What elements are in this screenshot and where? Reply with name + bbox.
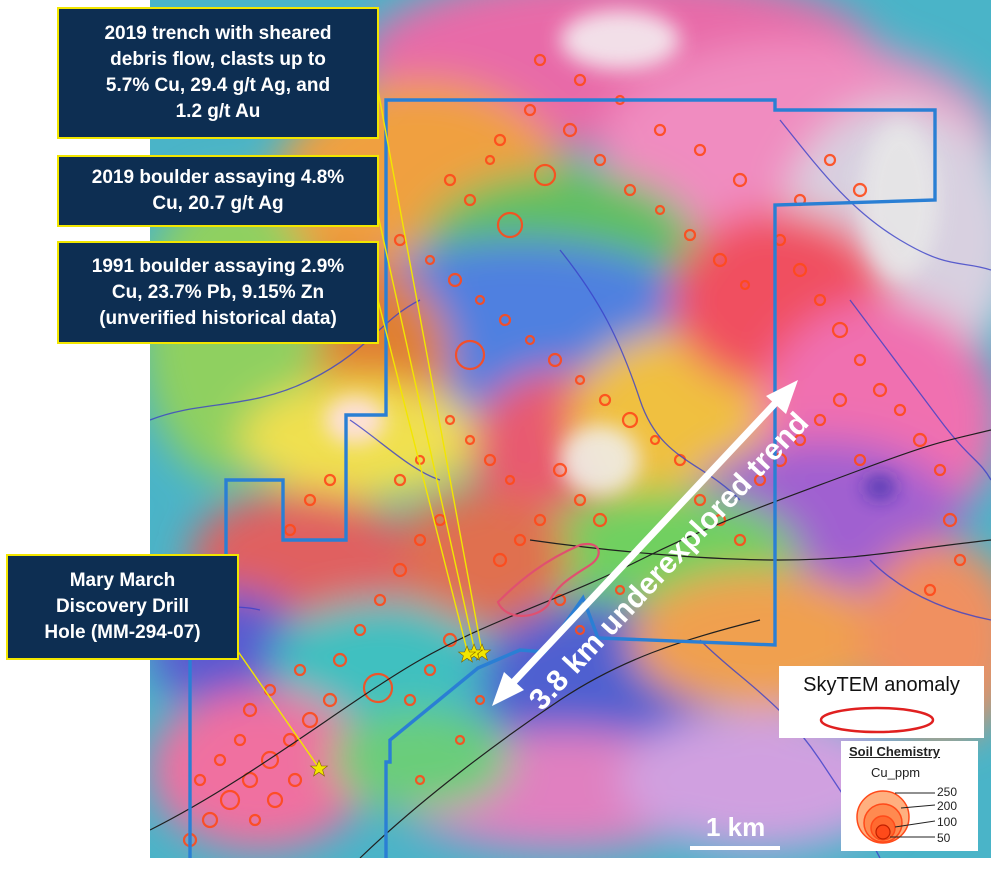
soil-legend-value: 200 (937, 799, 958, 813)
callout-line: debris flow, clasts up to (110, 49, 326, 70)
soil-legend-value: 250 (937, 785, 958, 799)
boulder-1991-callout: 1991 boulder assaying 2.9% Cu, 23.7% Pb,… (57, 241, 379, 344)
soil-legend-value: 50 (937, 831, 951, 845)
drill-hole-star-icon (309, 759, 329, 777)
boulder-1991-star-icon (457, 645, 477, 663)
soil-legend-circles-icon (856, 790, 935, 844)
skytem-legend-ellipse-icon (819, 706, 935, 734)
claim-boundary (188, 98, 937, 858)
callout-line: 2019 trench with sheared (104, 23, 332, 44)
star-markers (309, 643, 492, 777)
callout-line: 2019 boulder assaying 4.8% (91, 167, 345, 188)
soil-legend-field: Cu_ppm (871, 765, 921, 780)
leader-lines (236, 89, 483, 769)
trench-callout: 2019 trench with sheared debris flow, cl… (57, 7, 379, 139)
scale-bar (690, 846, 780, 850)
callout-line: 1991 boulder assaying 2.9% (91, 255, 345, 277)
soil-legend-value: 100 (937, 815, 958, 829)
skytem-anomaly-outline (496, 542, 600, 617)
skytem-legend: SkyTEM anomaly (779, 666, 984, 738)
callout-line: 1.2 g/t Au (175, 101, 261, 122)
trend-arrow (492, 380, 798, 706)
callout-line: Discovery Drill (55, 596, 190, 617)
soil-sample-points (182, 53, 967, 848)
skytem-legend-title: SkyTEM anomaly (803, 674, 960, 696)
callout-line: 5.7% Cu, 29.4 g/t Ag, and (105, 75, 331, 96)
callout-line: (unverified historical data) (99, 307, 337, 329)
soil-legend-title: Soil Chemistry (849, 744, 941, 759)
scale-bar-label: 1 km (706, 812, 766, 842)
boulder-2019-callout: 2019 boulder assaying 4.8% Cu, 20.7 g/t … (57, 155, 379, 227)
callout-line: Hole (MM-294-07) (44, 622, 201, 643)
callout-line: Mary March (69, 570, 176, 591)
callout-line: Cu, 20.7 g/t Ag (152, 193, 284, 214)
callout-line: Cu, 23.7% Pb, 9.15% Zn (111, 281, 325, 303)
soil-chemistry-legend: Soil Chemistry Cu_ppm 250 200 100 50 (841, 741, 978, 851)
discovery-callout: Mary March Discovery Drill Hole (MM-294-… (6, 554, 239, 660)
